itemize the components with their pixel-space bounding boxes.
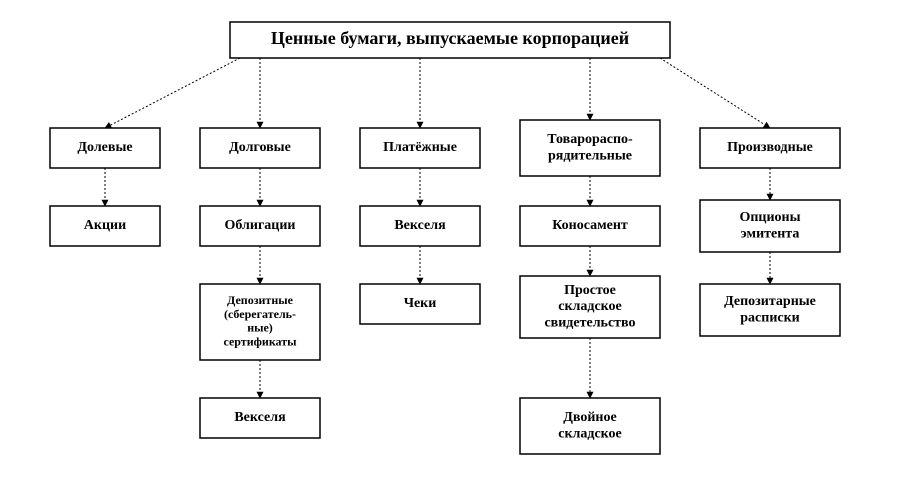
col2-box2: Чеки [360, 284, 480, 324]
col3-box0: Товарораспо-рядительные [520, 120, 660, 176]
col4-box0: Производные [700, 128, 840, 168]
col3-box1: Коносамент [520, 206, 660, 246]
col4-box2: Депозитарныерасписки [700, 284, 840, 336]
col2-box0: Платёжные [360, 128, 480, 168]
col3-box2-label: Простое [564, 283, 616, 298]
root-node-label: Ценные бумаги, выпускаемые корпорацией [271, 28, 629, 48]
col2-box2-label: Чеки [404, 296, 437, 311]
col2-box0-label: Платёжные [383, 140, 457, 155]
col1-box1-label: Облигации [224, 218, 295, 233]
col0-box1-label: Акции [84, 218, 126, 233]
col1-box0-label: Долговые [229, 140, 291, 155]
col4-box1: Опционыэмитента [700, 200, 840, 252]
col4-box1-label: эмитента [741, 226, 800, 241]
col1-box0: Долговые [200, 128, 320, 168]
col3-box2: Простоескладскоесвидетельство [520, 276, 660, 338]
col1-box2-label: сертификаты [223, 334, 297, 348]
col3-box3-label: Двойное [563, 410, 616, 425]
col0-box0-label: Долевые [77, 140, 132, 155]
col1-box2-label: (сберегатель- [224, 307, 296, 321]
col1-box2-label: ные) [247, 321, 273, 335]
root-connector [660, 58, 770, 128]
root-node: Ценные бумаги, выпускаемые корпорацией [230, 22, 670, 58]
col0-box1: Акции [50, 206, 160, 246]
col1-box2-label: Депозитные [227, 293, 294, 307]
col4-box2-label: Депозитарные [724, 294, 816, 309]
col1-box1: Облигации [200, 206, 320, 246]
col3-box3-label: складское [558, 426, 622, 441]
col3-box1-label: Коносамент [552, 218, 628, 233]
col4-box2-label: расписки [740, 310, 799, 325]
col4-box1-label: Опционы [739, 210, 800, 225]
col3-box3: Двойноескладское [520, 398, 660, 454]
hierarchy-diagram: Ценные бумаги, выпускаемые корпорацией До… [0, 0, 900, 500]
col1-box3-label: Векселя [234, 410, 286, 425]
col3-box2-label: складское [558, 299, 622, 314]
col2-box1-label: Векселя [394, 218, 446, 233]
col1-box2: Депозитные(сберегатель-ные)сертификаты [200, 284, 320, 360]
col2-box1: Векселя [360, 206, 480, 246]
col3-box2-label: свидетельство [544, 315, 635, 330]
root-connector [105, 58, 240, 128]
col0-box0: Долевые [50, 128, 160, 168]
col4-box0-label: Производные [727, 140, 813, 155]
col3-box0-label: Товарораспо- [547, 132, 633, 147]
col3-box0-label: рядительные [548, 148, 632, 163]
col1-box3: Векселя [200, 398, 320, 438]
